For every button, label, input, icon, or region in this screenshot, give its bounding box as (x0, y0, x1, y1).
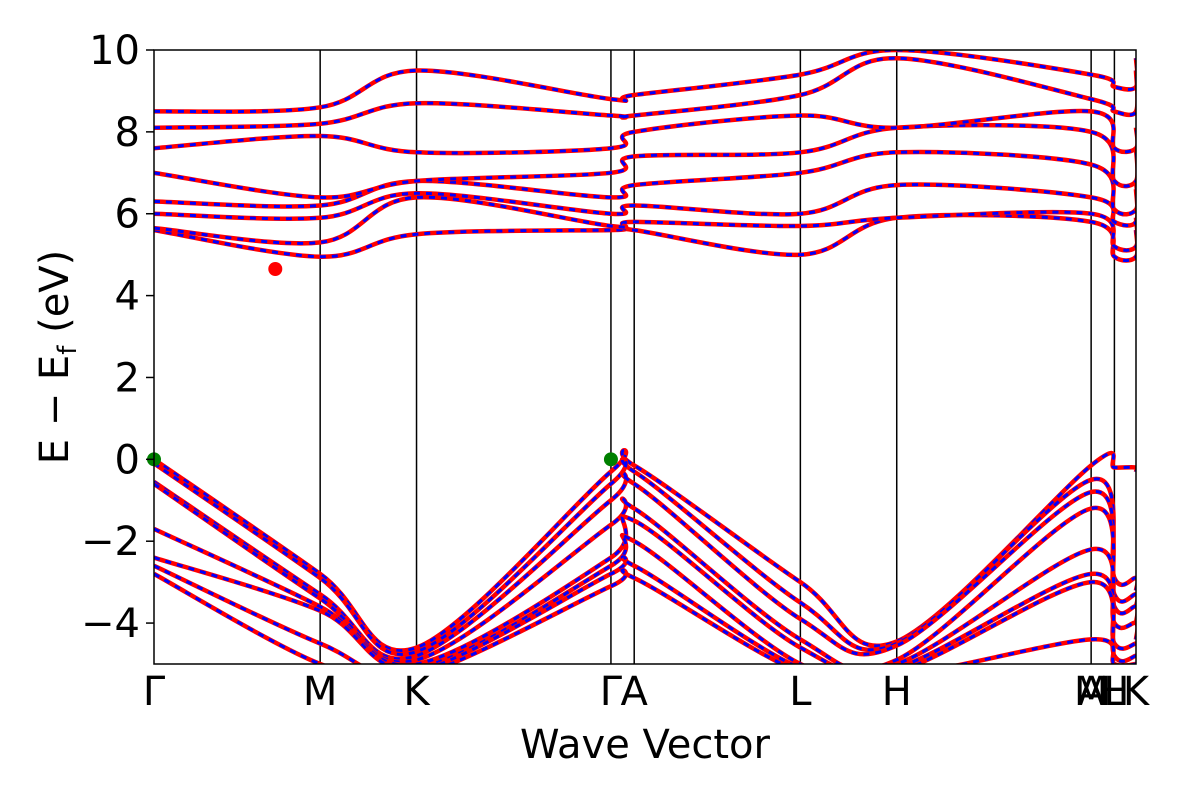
conduction-band-dash (154, 123, 1136, 199)
x-tick-label: M (1074, 669, 1109, 715)
y-tick-label: −2 (81, 519, 140, 565)
conduction-band-line (154, 50, 1136, 114)
y-tick-label: 2 (115, 355, 140, 401)
y-tick-label: −4 (81, 601, 140, 647)
bands (154, 50, 1136, 664)
valence-band-dash (154, 515, 1136, 664)
conduction-band-dash (154, 195, 1136, 252)
x-tick-label: M (303, 669, 338, 715)
vbm-marker (603, 452, 618, 467)
x-tick-label: A (1077, 669, 1105, 715)
conduction-band-dash (154, 213, 1136, 263)
conduction-band-dash (154, 183, 1136, 227)
conduction-band-dash (154, 56, 1136, 130)
y-axis-title-main: E − E (32, 355, 78, 465)
band-extrema (147, 261, 618, 467)
y-tick-label: 10 (89, 28, 140, 74)
x-tick-label: L (1103, 669, 1126, 715)
conduction-band-dash (154, 50, 1136, 114)
y-tick-label: 0 (115, 437, 140, 483)
valence-band-line (154, 514, 1136, 664)
x-tick-label: H (1099, 669, 1129, 715)
y-axis-title-unit: (eV) (32, 250, 78, 346)
y-tick-label: 6 (115, 192, 140, 238)
valence-band-dash (154, 482, 1136, 664)
conduction-band-dash (154, 109, 1136, 155)
y-tick-label: 8 (115, 110, 140, 156)
x-tick-label: A (621, 669, 649, 715)
x-tick-label: K (1123, 669, 1151, 715)
x-tick-label: Γ (143, 669, 166, 715)
conduction-band-line (154, 108, 1136, 156)
x-axis-title: Wave Vector (520, 722, 771, 768)
x-tick-label: L (789, 669, 812, 715)
x-tick-label: K (403, 669, 431, 715)
y-axis-ticks: −4 −2 0 2 4 6 8 10 (81, 28, 154, 647)
y-axis-title-subscript: f (53, 345, 83, 355)
valence-band-line (154, 482, 1136, 664)
valence-band-dash (154, 568, 1136, 664)
plot-frame (153, 49, 1137, 665)
cbm-marker (268, 261, 283, 276)
y-tick-label: 4 (115, 274, 140, 320)
kpath-lines (319, 50, 1116, 664)
x-tick-label: Γ (600, 669, 623, 715)
y-axis-title: E − Ef (eV) (32, 250, 83, 465)
valence-band-dash (154, 448, 1136, 652)
x-tick-label: H (882, 669, 912, 715)
